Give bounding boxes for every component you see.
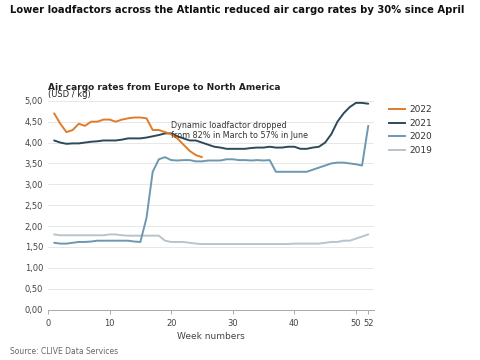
Text: (USD / kg): (USD / kg)	[48, 90, 91, 99]
Text: Dynamic loadfactor dropped
from 82% in March to 57% in June: Dynamic loadfactor dropped from 82% in M…	[171, 121, 308, 140]
Text: Source: CLIVE Data Services: Source: CLIVE Data Services	[10, 347, 118, 356]
Text: Air cargo rates from Europe to North America: Air cargo rates from Europe to North Ame…	[48, 83, 280, 92]
Legend: 2022, 2021, 2020, 2019: 2022, 2021, 2020, 2019	[389, 105, 432, 155]
Text: Lower loadfactors across the Atlantic reduced air cargo rates by 30% since April: Lower loadfactors across the Atlantic re…	[10, 5, 464, 15]
X-axis label: Week numbers: Week numbers	[177, 332, 245, 341]
